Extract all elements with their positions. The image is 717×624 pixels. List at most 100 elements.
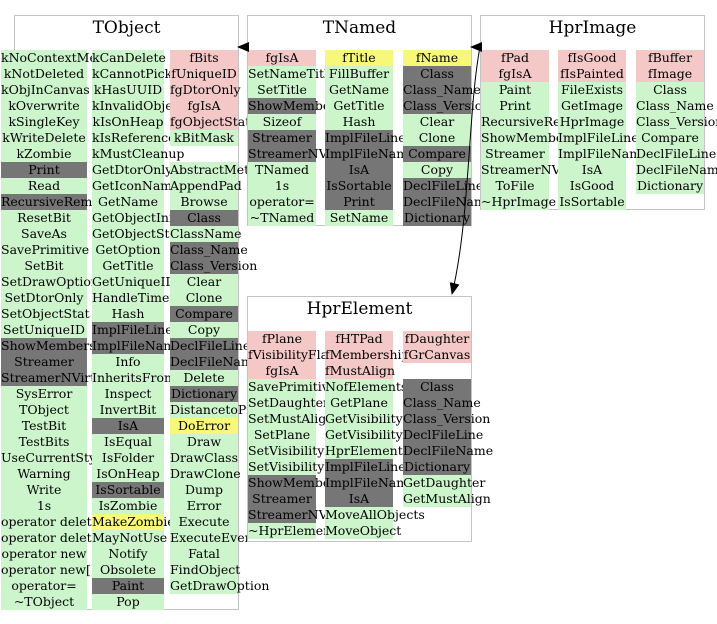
member-label: FindObject xyxy=(170,562,241,577)
member-cell: UseCurrentStyle xyxy=(1,450,107,466)
class-title: HprImage xyxy=(548,18,637,38)
member-cell: GetTitle xyxy=(325,98,393,114)
member-cell: GetUniqueID xyxy=(92,274,175,290)
member-cell: MoveObject xyxy=(325,523,401,539)
member-cell: ImplFileLine xyxy=(92,322,173,338)
member-label: GetName xyxy=(328,82,390,97)
member-cell: ImplFileLine xyxy=(325,130,406,146)
member-cell: DeclFileLine xyxy=(403,427,483,443)
member-cell: AppendPad xyxy=(170,178,242,194)
member-cell: TestBits xyxy=(1,434,87,450)
member-label: kHasUUID xyxy=(93,82,163,97)
member-label: ~TObject xyxy=(13,594,75,609)
member-label: GetIconName xyxy=(92,178,180,193)
member-cell: Dump xyxy=(170,482,238,498)
member-cell: SetDtorOnly xyxy=(1,290,87,306)
member-cell: Streamer xyxy=(248,130,316,146)
member-label: operator= xyxy=(11,578,77,593)
class-box-tobject: TObject kNoContextMenu kNotDeleted kObjInC… xyxy=(1,15,296,610)
member-label: Paint xyxy=(111,578,145,593)
member-cell: Copy xyxy=(403,162,471,178)
member-cell: GetTitle xyxy=(92,258,164,274)
member-label: Obsolete xyxy=(99,562,156,577)
member-cell: GetObjectInfo xyxy=(92,210,181,226)
member-label: fgIsA xyxy=(265,50,299,65)
member-label: Hash xyxy=(111,306,145,321)
member-label: kIsReferenced xyxy=(92,130,184,145)
member-label: SetMustAlign xyxy=(248,411,335,426)
member-cell: kIsOnHeap xyxy=(92,114,164,130)
member-cell: DeclFileLine xyxy=(403,178,483,194)
member-cell: Hash xyxy=(325,114,393,130)
member-cell: kOverwrite xyxy=(1,98,87,114)
member-label: SaveAs xyxy=(21,226,67,241)
member-label: TestBits xyxy=(18,434,70,449)
member-label: FileExists xyxy=(560,82,624,97)
member-cell: operator= xyxy=(248,194,316,210)
member-cell: kBitMask xyxy=(170,130,238,146)
member-label: ~TNamed xyxy=(249,210,315,225)
member-label: ImplFileLine xyxy=(325,130,406,145)
member-label: ImplFileLine xyxy=(92,322,173,337)
member-label: fMemberships xyxy=(325,347,416,362)
member-cell: operator= xyxy=(1,578,87,594)
member-cell: Print xyxy=(481,98,549,114)
member-label: Browse xyxy=(180,194,228,209)
member-cell: ShowMembers xyxy=(481,130,576,146)
member-label: GetObjectInfo xyxy=(92,210,182,225)
member-label: GetName xyxy=(97,194,159,209)
column: fPlane fVisibilityFlag fgIsA SavePrimitive S… xyxy=(248,331,362,539)
member-cell: 1s xyxy=(1,498,87,514)
member-label: operator delete[] xyxy=(1,530,109,545)
member-cell: kObjInCanvas xyxy=(1,82,90,98)
member-cell: GetDaughter xyxy=(403,475,485,491)
member-label: ~HprElement xyxy=(248,523,337,538)
member-cell: 1s xyxy=(248,178,316,194)
member-label: Pop xyxy=(116,594,140,609)
member-label: ImplFileName xyxy=(558,146,649,161)
member-cell: ShowMembers xyxy=(248,98,343,114)
member-label: fgIsA xyxy=(498,66,532,81)
member-cell: ImplFileLine xyxy=(558,130,639,146)
member-label: DoError xyxy=(177,418,231,433)
member-cell: MayNotUse xyxy=(92,530,167,546)
member-label: fMustAlign xyxy=(325,363,395,378)
member-cell: IsA xyxy=(558,162,626,178)
member-cell: Write xyxy=(1,482,87,498)
member-cell: ~TObject xyxy=(1,594,87,610)
member-cell: Clear xyxy=(170,274,238,290)
member-cell: ExecuteEvent xyxy=(170,530,258,546)
member-cell: kZombie xyxy=(1,146,87,162)
member-label: IsA xyxy=(348,491,370,506)
member-label: TestBit xyxy=(21,418,67,433)
member-label: GetDaughter xyxy=(403,475,486,490)
member-cell: GetDtorOnly xyxy=(92,162,172,178)
member-label: Class_Name xyxy=(170,242,248,257)
member-label: fTitle xyxy=(342,50,376,65)
member-label: DeclFileLine xyxy=(636,146,717,161)
member-label: Sizeof xyxy=(262,114,302,129)
member-label: TNamed xyxy=(255,162,309,177)
member-cell: Class_Version xyxy=(636,114,717,130)
member-cell: ~TNamed xyxy=(248,210,316,226)
member-label: GetVisibility xyxy=(325,411,403,426)
member-cell: DrawClone xyxy=(170,466,241,482)
member-label: fPlane xyxy=(262,331,302,346)
member-cell: IsOnHeap xyxy=(92,466,164,482)
member-cell: fPad xyxy=(481,50,549,66)
member-cell: SavePrimitive xyxy=(1,242,89,258)
member-label: HprImage xyxy=(559,114,625,129)
member-cell: ~HprImage xyxy=(481,194,556,210)
member-label: Streamer xyxy=(252,491,312,506)
member-cell: fDaughter xyxy=(403,331,471,347)
member-cell: ImplFileName xyxy=(92,338,183,354)
member-cell: Class_Version xyxy=(403,411,490,427)
member-label: Class xyxy=(420,379,454,394)
member-cell: Paint xyxy=(481,82,549,98)
member-cell: SetDrawOption xyxy=(1,274,99,290)
member-label: StreamerNVirtual xyxy=(1,370,115,385)
member-label: SetDaughter xyxy=(248,395,329,410)
member-cell: Streamer xyxy=(1,354,87,370)
member-label: Inspect xyxy=(104,386,152,401)
member-cell: SavePrimitive xyxy=(248,379,336,395)
